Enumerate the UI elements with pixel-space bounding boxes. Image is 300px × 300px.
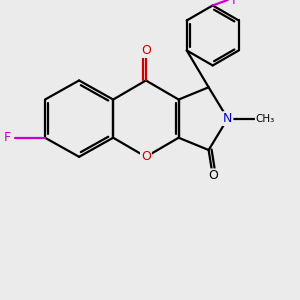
Text: F: F: [4, 131, 11, 144]
Text: N: N: [223, 112, 232, 125]
Text: O: O: [208, 169, 218, 182]
Text: F: F: [232, 0, 239, 7]
Text: O: O: [141, 150, 151, 163]
Text: CH₃: CH₃: [256, 114, 275, 124]
Text: O: O: [141, 44, 151, 57]
